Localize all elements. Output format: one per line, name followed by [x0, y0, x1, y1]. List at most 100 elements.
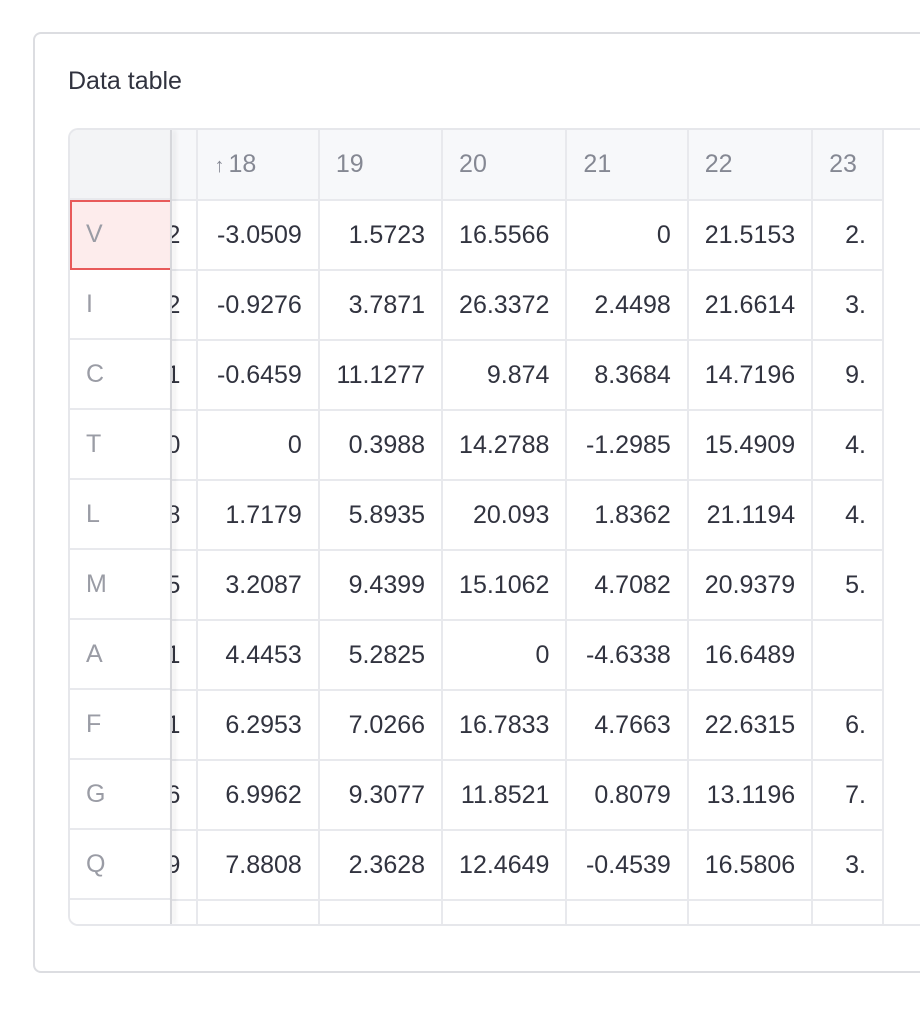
table-cell[interactable]: 16.6489 — [687, 620, 814, 691]
table-cell[interactable]: 0 — [566, 200, 689, 271]
table-cell[interactable]: 22.6315 — [687, 690, 814, 761]
table-cell[interactable]: 5.8935 — [318, 480, 444, 551]
table-row: 0 0 0.3988 14.2788 -1.2985 15.4909 4. — [70, 410, 884, 481]
table-cell[interactable]: 16.5566 — [442, 200, 568, 271]
table-cell[interactable]: 0.3988 — [318, 410, 444, 481]
table-cell[interactable]: 0 — [197, 410, 320, 481]
row-index-cell[interactable]: G — [70, 760, 172, 830]
table-cell[interactable]: 3. — [812, 830, 884, 901]
table-cell[interactable]: 5. — [812, 550, 884, 621]
table-cell[interactable]: 2.4498 — [566, 270, 689, 341]
table-cell[interactable]: 6.2953 — [197, 690, 320, 761]
table-cell[interactable]: 2. — [812, 200, 884, 271]
row-index-cell[interactable]: Q — [70, 830, 172, 900]
table-row: 9.5052-0.92763.787126.33722.449821.66143… — [70, 270, 884, 341]
table-cell[interactable]: -4.6338 — [566, 620, 689, 691]
table-cell[interactable]: 7.8808 — [197, 830, 320, 901]
table-cell[interactable]: -0.9276 — [197, 270, 320, 341]
table-cell[interactable]: 1.7179 — [197, 480, 320, 551]
table-cell[interactable]: 13.1196 — [687, 760, 814, 831]
table-cell[interactable]: 20.9379 — [687, 550, 814, 621]
table-cell[interactable] — [318, 900, 444, 924]
table-cell[interactable]: 21.5153 — [687, 200, 814, 271]
table-cell[interactable]: 8.3684 — [566, 340, 689, 411]
row-index-cell[interactable]: C — [70, 340, 172, 410]
table-cell[interactable]: 14.7196 — [687, 340, 814, 411]
table-cell[interactable]: 16.5806 — [687, 830, 814, 901]
table-cell[interactable] — [197, 900, 320, 924]
table-cell[interactable]: 1.5723 — [318, 200, 444, 271]
table-cell[interactable]: 3.2087 — [197, 550, 320, 621]
column-header-4[interactable]: 21 — [566, 130, 689, 201]
row-index-cell[interactable] — [70, 900, 172, 924]
table-cell[interactable]: 4.4453 — [197, 620, 320, 691]
column-header-1[interactable]: ↑ 18 — [197, 130, 320, 201]
table-cell[interactable] — [566, 900, 689, 924]
table-cell[interactable]: 3. — [812, 270, 884, 341]
table-cell[interactable]: 21.1194 — [687, 480, 814, 551]
table-cell[interactable]: 3.7871 — [318, 270, 444, 341]
table-cell[interactable]: 12.4649 — [442, 830, 568, 901]
row-index-cell[interactable]: M — [70, 550, 172, 620]
table-cell[interactable]: -0.6459 — [197, 340, 320, 411]
table-cell[interactable]: 21.6614 — [687, 270, 814, 341]
table-cell[interactable]: -3.0509 — [197, 200, 320, 271]
table-row: 5.83597.88082.362812.4649-0.453916.58063… — [70, 830, 884, 901]
row-index-cell[interactable]: I — [70, 270, 172, 340]
table-cell[interactable]: 11.1277 — [318, 340, 444, 411]
table-cell[interactable] — [812, 900, 884, 924]
table-cell[interactable]: 16.7833 — [442, 690, 568, 761]
table-cell[interactable]: 9.4399 — [318, 550, 444, 621]
column-header-3[interactable]: 20 — [442, 130, 568, 201]
table-cell[interactable]: 9.874 — [442, 340, 568, 411]
column-header-6[interactable]: 23 — [812, 130, 884, 201]
column-header-5[interactable]: 22 — [687, 130, 814, 201]
table-row: 12.1541-0.645911.12779.8748.368414.71969… — [70, 340, 884, 411]
table-cell[interactable]: 0 — [442, 620, 568, 691]
row-index-cell[interactable]: F — [70, 690, 172, 760]
table-cell[interactable]: 4.7082 — [566, 550, 689, 621]
table-cell[interactable]: 7. — [812, 760, 884, 831]
table-cell[interactable]: 9.3077 — [318, 760, 444, 831]
row-index-header — [70, 130, 172, 200]
row-index-cell[interactable]: L — [70, 480, 172, 550]
table-cell[interactable]: 14.2788 — [442, 410, 568, 481]
sort-ascending-icon: ↑ — [214, 155, 225, 177]
column-header-label: 22 — [704, 150, 733, 178]
table-cell[interactable]: 5.2825 — [318, 620, 444, 691]
table-cell[interactable]: 20.093 — [442, 480, 568, 551]
table-row — [70, 900, 884, 924]
table-cell[interactable] — [812, 620, 884, 691]
selected-row-index-cell[interactable]: V — [70, 200, 172, 270]
table-cell[interactable]: 0.8079 — [566, 760, 689, 831]
table-cell[interactable]: 6. — [812, 690, 884, 761]
row-index-cell[interactable]: A — [70, 620, 172, 690]
table-cell[interactable]: 4. — [812, 410, 884, 481]
table-cell[interactable]: 15.4909 — [687, 410, 814, 481]
table-cell[interactable]: 9. — [812, 340, 884, 411]
card-title: Data table — [68, 67, 182, 95]
table-cell[interactable]: 7.0266 — [318, 690, 444, 761]
row-index-cell[interactable]: T — [70, 410, 172, 480]
table-cell[interactable]: 1.8362 — [566, 480, 689, 551]
table-cell[interactable]: 11.8521 — [442, 760, 568, 831]
table-cell[interactable]: -0.4539 — [566, 830, 689, 901]
table-cell[interactable]: 15.1062 — [442, 550, 568, 621]
table-cell[interactable]: 6.9962 — [197, 760, 320, 831]
table-cell[interactable]: 2.3628 — [318, 830, 444, 901]
table-cell[interactable]: 26.3372 — [442, 270, 568, 341]
table-cell[interactable] — [442, 900, 568, 924]
table-cell[interactable]: -1.2985 — [566, 410, 689, 481]
table-cell[interactable]: 4. — [812, 480, 884, 551]
table-cell[interactable]: 4.7663 — [566, 690, 689, 761]
table-cell[interactable] — [687, 900, 814, 924]
column-header-2[interactable]: 19 — [318, 130, 444, 201]
